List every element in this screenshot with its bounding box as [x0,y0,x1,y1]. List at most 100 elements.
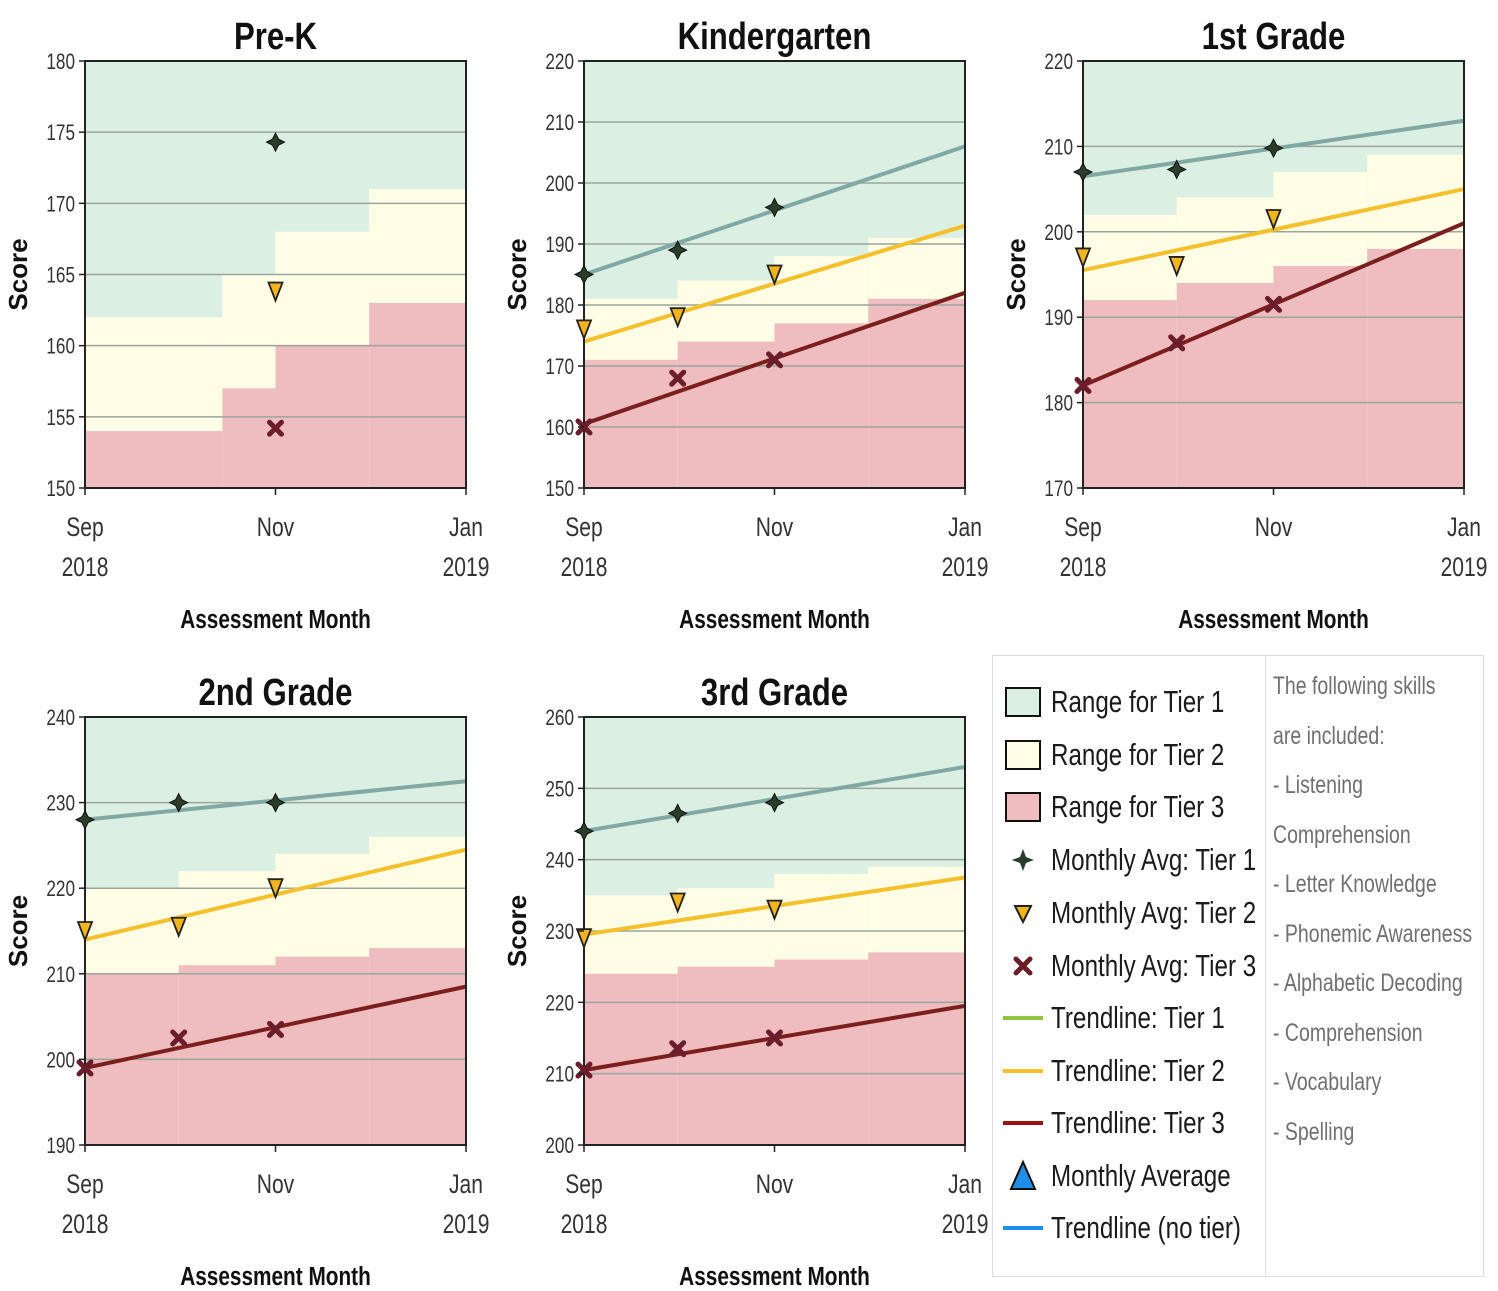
tier2-data-point [76,921,94,943]
tier1-data-point [667,239,688,261]
skills-line: - Alphabetic Decoding [1273,969,1463,997]
skills-line: Comprehension [1273,820,1411,849]
y-tick-label: 190 [545,233,574,258]
y-tick-label: 230 [545,920,574,945]
x-tick-month-label: Sep [1064,513,1101,543]
tier2-trendline-icon [1003,1051,1043,1091]
y-tick-label: 160 [545,416,574,441]
tier3-data-point [267,1020,284,1038]
legend-label: Range for Tier 3 [1051,789,1225,824]
x-tick-year-label: 2018 [561,1210,608,1240]
y-tick-label: 155 [46,406,75,431]
tier3-range-area [677,966,775,1145]
tier3-data-point [1265,295,1282,313]
tier3-data-point [766,351,783,369]
tier3-range-area [1176,283,1274,488]
x-tick-year-label: 2019 [443,553,490,583]
tier3-data-point [669,369,687,387]
y-tick-label: 200 [46,1048,75,1073]
y-tick-label: 180 [1044,392,1073,417]
y-tick-label: 220 [545,50,574,75]
chart-title: Kindergarten [678,16,872,58]
tier3-range-area [584,359,678,488]
skills-line: - Phonemic Awareness [1273,919,1473,948]
x-tick-month-label: Jan [1447,513,1481,543]
x-axis-label: Assessment Month [1178,605,1369,634]
tier1-data-point [265,792,286,813]
chart-title: Pre-K [234,16,317,58]
no-tier-trendline-icon [1003,1208,1043,1248]
tier1-data-point [168,792,189,813]
tier3-range-area [1083,300,1177,488]
tier2-data-point [575,928,593,950]
tier2-data-point [1168,256,1186,278]
y-tick-label: 210 [545,1063,574,1088]
legend-panel: Range for Tier 1 Range for Tier 2 Range … [992,655,1484,1277]
tier3-range-area [85,431,223,488]
tier3-range-area [868,298,965,488]
y-tick-label: 200 [1044,221,1073,246]
tier1-data-point [667,803,688,824]
y-tick-label: 175 [46,121,75,146]
y-tick-label: 230 [46,792,75,817]
legend-item-tier1-range: Range for Tier 1 [1003,679,1273,725]
legend-item-tier3-range: Range for Tier 3 [1003,784,1273,830]
x-tick-year-label: 2018 [62,1210,109,1240]
tier3-data-point [267,419,284,437]
tier2-data-point [170,916,188,939]
legend-label: Trendline: Tier 3 [1051,1105,1225,1140]
legend-item-tier1-marker: Monthly Avg: Tier 1 [1003,837,1314,883]
y-tick-label: 200 [545,172,574,197]
tier1-data-point [573,821,595,842]
y-axis-label: Score [1001,238,1031,310]
tier3-range-swatch [1003,787,1043,827]
x-tick-month-label: Nov [756,1170,794,1200]
tier3-range-area [584,973,678,1145]
y-axis-label: Score [502,895,532,967]
legend-label: Trendline: Tier 2 [1051,1053,1225,1088]
tier3-data-point [170,1029,188,1047]
skills-line: The following skills [1273,672,1436,700]
tier1-data-point [1263,137,1284,159]
y-tick-label: 250 [545,777,574,802]
x-tick-month-label: Jan [948,513,982,543]
tier1-data-point [573,264,595,285]
legend-label: Trendline: Tier 1 [1051,1000,1225,1035]
tier1-trendline-icon [1003,998,1043,1038]
tier3-range-area [275,956,370,1145]
chart-panel-pre-k: 150 155 160 165 170 175 180 Sep 2018 Nov Jan 2019 Pr… [3,16,489,633]
tier3-data-point [669,1040,687,1058]
skills-line: - Spelling [1273,1117,1355,1146]
chart-title: 3rd Grade [701,672,848,714]
tier2-marker-icon [1003,893,1043,933]
legend-label: Trendline (no tier) [1051,1210,1241,1245]
tier3-data-point [1168,334,1186,352]
y-tick-label: 210 [46,963,75,988]
x-tick-month-label: Sep [565,1170,602,1200]
tier3-range-area [222,388,276,488]
legend-item-tier1-trendline: Trendline: Tier 1 [1003,995,1274,1041]
y-tick-label: 190 [46,1134,75,1159]
skills-line: - Letter Knowledge [1273,870,1437,898]
y-tick-label: 220 [46,877,75,902]
x-axis-label: Assessment Month [679,605,870,634]
chart-panel-2nd-grade: 190 200 210 220 230 240 Sep 2018 Nov Jan 2019 2nd G… [3,672,489,1290]
y-tick-label: 160 [46,335,75,360]
x-tick-year-label: 2018 [561,553,608,583]
legend-item-tier2-range: Range for Tier 2 [1003,732,1273,778]
legend-divider [1265,656,1266,1276]
tier1-data-point [1166,159,1187,180]
tier3-range-area [868,952,965,1145]
y-axis-label: Score [502,238,532,310]
skills-line: - Listening [1273,771,1363,799]
x-tick-year-label: 2019 [942,1210,989,1240]
skills-note: The following skills are included: - Lis… [1273,662,1483,1157]
tier2-data-point [669,307,687,329]
tier3-range-area [369,948,466,1145]
tier1-data-point [764,792,785,813]
legend-label: Range for Tier 2 [1051,737,1225,772]
x-tick-month-label: Nov [257,513,295,543]
tier3-range-area [1367,248,1464,488]
tier2-data-point [669,892,687,914]
